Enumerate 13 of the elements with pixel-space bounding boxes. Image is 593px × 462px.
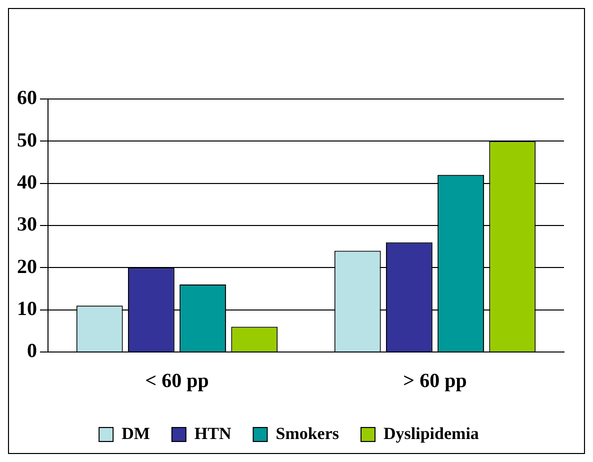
- y-tick-label: 20: [17, 256, 37, 278]
- y-tick-label: 10: [17, 298, 37, 320]
- y-tick-label: 60: [17, 87, 37, 110]
- legend-label: Dyslipidemia: [384, 424, 480, 443]
- legend-label: Smokers: [276, 424, 340, 443]
- legend-label: HTN: [194, 424, 232, 443]
- y-tick-label: 50: [17, 129, 37, 152]
- y-tick-label: 40: [17, 172, 37, 194]
- y-tick-label: 30: [17, 214, 37, 236]
- legend-label: DM: [122, 424, 150, 443]
- x-tick-label: > 60 pp: [403, 370, 467, 392]
- y-tick-label: 0: [27, 340, 37, 362]
- x-tick-label: < 60 pp: [145, 370, 209, 392]
